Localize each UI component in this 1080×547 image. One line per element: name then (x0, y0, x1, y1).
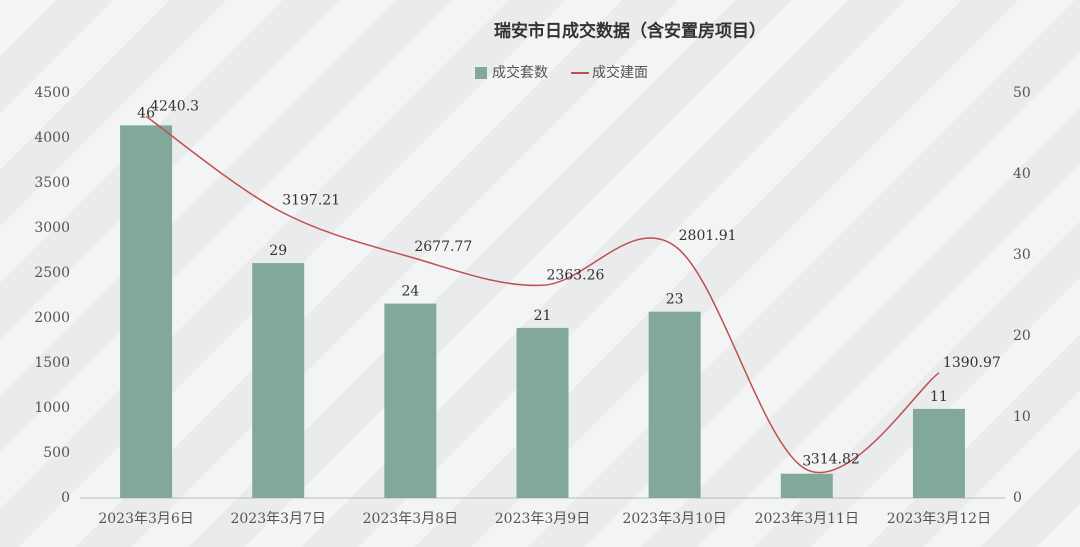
y2-tick-label: 40 (1013, 166, 1031, 182)
line-label: 2363.26 (547, 267, 605, 283)
legend-label: 成交套数 (492, 64, 548, 81)
bar (780, 473, 833, 498)
bar (384, 303, 437, 498)
line-label: 2677.77 (414, 239, 472, 255)
bar-label: 46 (137, 105, 155, 121)
x-tick-label: 2023年3月11日 (755, 511, 859, 527)
bar (516, 327, 569, 498)
bar (648, 311, 701, 498)
bar (120, 125, 173, 499)
y-tick-label: 500 (43, 445, 70, 461)
x-tick-label: 2023年3月12日 (887, 511, 991, 527)
y-tick-label: 4500 (34, 85, 70, 101)
bar-label: 21 (534, 308, 552, 324)
y2-tick-label: 50 (1013, 85, 1031, 101)
y-tick-label: 2000 (34, 310, 70, 326)
y-tick-label: 2500 (34, 265, 70, 281)
bar-label: 3 (802, 454, 811, 470)
bar-label: 23 (666, 292, 684, 308)
x-tick-label: 2023年3月8日 (363, 511, 458, 527)
y-tick-label: 4000 (34, 130, 70, 146)
y-tick-label: 0 (61, 490, 70, 506)
y-tick-label: 1000 (34, 400, 70, 416)
x-tick-label: 2023年3月7日 (230, 511, 325, 527)
line-label: 314.82 (811, 452, 860, 468)
x-tick-label: 2023年3月6日 (98, 511, 193, 527)
legend-label: 成交建面 (592, 64, 648, 81)
line (145, 115, 940, 474)
line-label: 2801.91 (679, 228, 737, 244)
line-label: 3197.21 (282, 192, 340, 208)
y2-tick-label: 0 (1013, 490, 1022, 506)
chart-title: 瑞安市日成交数据（含安置房项目） (494, 21, 766, 42)
y-tick-label: 3000 (34, 220, 70, 236)
x-tick-label: 2023年3月10日 (622, 511, 726, 527)
y2-tick-label: 20 (1013, 328, 1031, 344)
y2-tick-label: 10 (1013, 409, 1031, 425)
x-tick-label: 2023年3月9日 (495, 511, 590, 527)
y-tick-label: 1500 (34, 355, 70, 371)
bar-label: 24 (401, 284, 419, 300)
bar (912, 408, 965, 498)
y2-tick-label: 30 (1013, 247, 1031, 263)
y-tick-label: 3500 (34, 175, 70, 191)
bar-label: 29 (269, 243, 287, 259)
line-label: 1390.97 (943, 355, 1001, 371)
bar-label: 11 (930, 389, 948, 405)
legend-swatch (475, 67, 487, 79)
bar (252, 263, 305, 498)
line-label: 4240.3 (150, 98, 199, 114)
